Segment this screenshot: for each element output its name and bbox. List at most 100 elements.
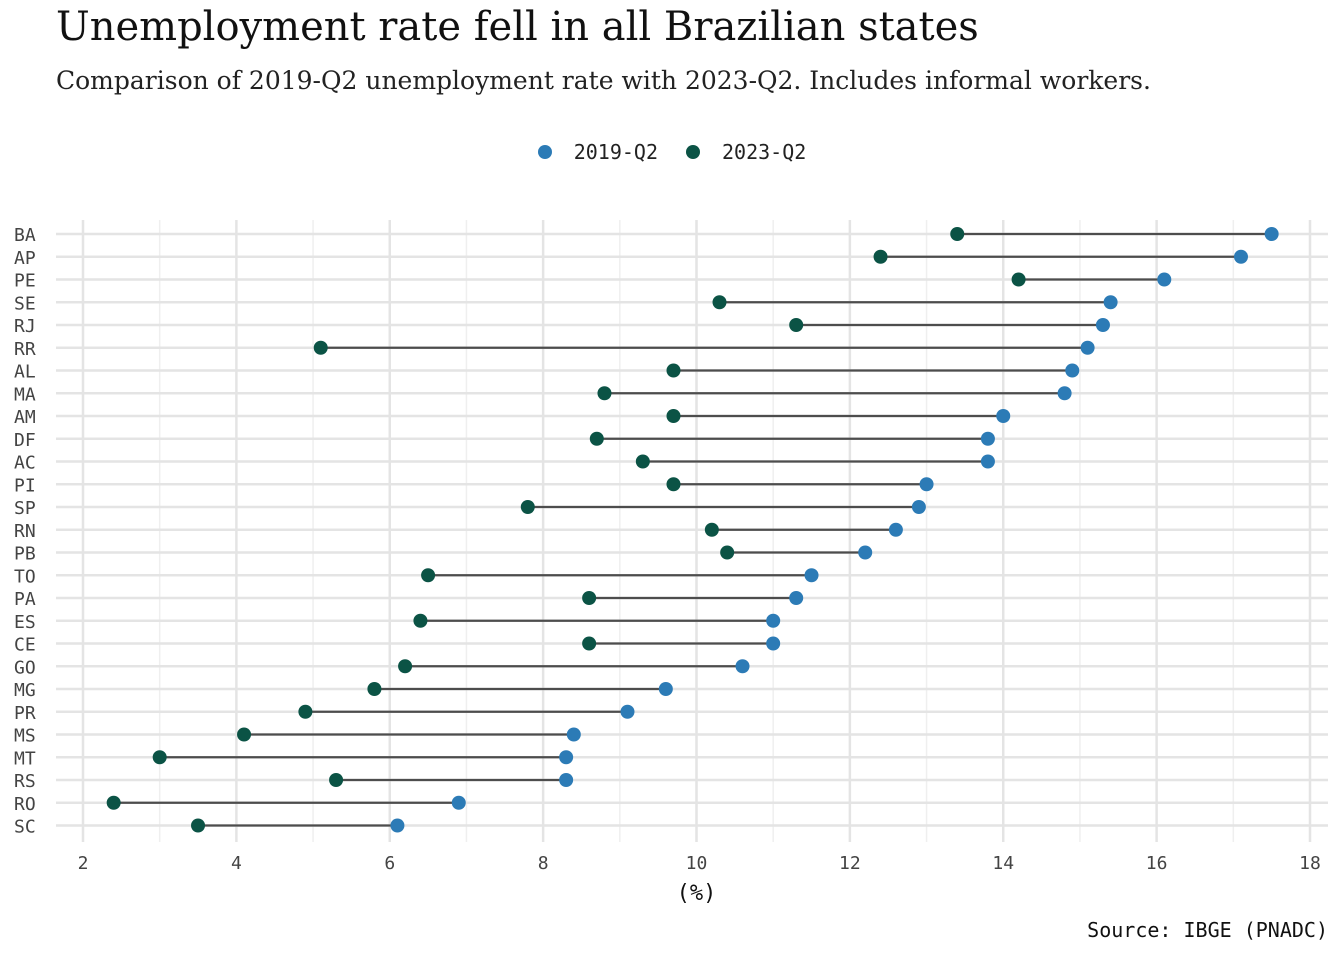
point-2019-df [980,431,995,446]
points [106,227,1279,833]
y-tick-pa: PA [14,589,36,610]
point-2019-pr [620,704,635,719]
point-2023-mt [152,750,167,765]
x-tick-8: 8 [538,853,549,874]
point-2023-ms [237,727,252,742]
point-2019-rs [559,773,574,787]
y-tick-sc: SC [14,817,36,838]
point-2019-pb [858,545,873,560]
y-tick-am: AM [14,407,36,428]
y-tick-pr: PR [14,703,36,724]
x-tick-2: 2 [78,853,89,874]
legend: 2019-Q2 2023-Q2 [0,140,1344,164]
y-tick-rj: RJ [14,316,36,337]
legend-label-2023: 2023-Q2 [722,140,807,164]
point-2019-ro [451,795,466,810]
segments [113,232,1272,827]
point-2019-to [804,568,819,583]
y-tick-es: ES [14,612,36,633]
point-2023-pr [298,704,313,719]
y-tick-pb: PB [14,544,36,565]
point-2023-ce [582,636,597,651]
point-2023-ma [597,386,612,401]
point-2023-to [421,568,436,583]
legend-dot-2019 [537,145,552,159]
point-2023-sc [191,818,206,833]
x-tick-10: 10 [686,853,708,874]
y-tick-pi: PI [14,475,36,496]
y-tick-to: TO [14,566,36,587]
point-2023-rj [789,318,804,332]
source-note: Source: IBGE (PNADC) [1087,918,1328,942]
y-tick-se: SE [14,293,36,314]
y-tick-ac: AC [14,453,36,474]
point-2023-ap [873,249,888,264]
y-tick-ms: MS [14,726,36,747]
chart-title: Unemployment rate fell in all Brazilian … [56,4,979,50]
point-2023-al [666,363,681,378]
point-2023-am [666,409,681,423]
point-2023-pa [582,591,597,605]
y-tick-rr: RR [14,339,36,360]
y-tick-labels: BAAPPESERJRRALMAAMDFACPISPRNPBTOPAESCEGO… [14,225,36,838]
point-2019-pa [789,591,804,605]
y-tick-ce: CE [14,635,36,656]
point-2023-ac [635,454,650,469]
point-2023-df [589,431,604,446]
point-2019-pe [1157,272,1172,287]
y-tick-mt: MT [14,748,36,769]
y-tick-ap: AP [14,248,36,269]
x-tick-16: 16 [1146,853,1168,874]
point-2019-mt [559,750,574,765]
point-2019-am [996,409,1011,423]
point-2023-se [712,295,727,310]
legend-item-2023: 2023-Q2 [686,140,806,164]
point-2023-rn [704,522,719,537]
x-axis-label: (%) [677,881,717,906]
y-tick-rs: RS [14,771,36,792]
y-tick-go: GO [14,657,36,678]
point-2019-es [766,613,781,628]
point-2023-rs [329,773,344,787]
point-2019-rr [1080,340,1095,355]
point-2023-pe [1011,272,1026,287]
point-2019-ms [566,727,581,742]
point-2019-pi [919,477,934,492]
point-2019-sc [390,818,405,833]
x-tick-4: 4 [231,853,242,874]
point-2019-ce [766,636,781,651]
point-2019-ap [1233,249,1248,264]
legend-item-2019: 2019-Q2 [537,140,658,164]
x-tick-18: 18 [1299,853,1321,874]
y-tick-mg: MG [14,680,36,701]
x-tick-12: 12 [839,853,861,874]
y-tick-ba: BA [14,225,36,246]
y-tick-rn: RN [14,521,36,542]
y-tick-ma: MA [14,384,36,405]
y-tick-pe: PE [14,271,36,292]
y-tick-df: DF [14,430,36,451]
point-2019-ba [1264,227,1279,241]
point-2023-pb [720,545,735,560]
point-2019-go [735,659,750,674]
chart-subtitle: Comparison of 2019-Q2 unemployment rate … [56,66,1151,95]
point-2019-al [1065,363,1080,378]
point-2023-mg [367,682,382,696]
legend-dot-2023 [686,145,700,159]
point-2019-rn [888,522,903,537]
point-2023-ba [950,227,965,241]
x-tick-14: 14 [992,853,1014,874]
point-2023-ro [106,795,121,810]
point-2023-es [413,613,428,628]
legend-label-2019: 2019-Q2 [573,140,658,164]
y-tick-sp: SP [14,498,36,519]
point-2023-go [398,659,413,674]
y-tick-al: AL [14,362,36,383]
x-tick-6: 6 [384,853,395,874]
point-2019-sp [911,500,926,514]
point-2019-se [1103,295,1118,310]
point-2019-mg [658,682,673,696]
point-2023-pi [666,477,681,492]
point-2019-ma [1057,386,1072,401]
